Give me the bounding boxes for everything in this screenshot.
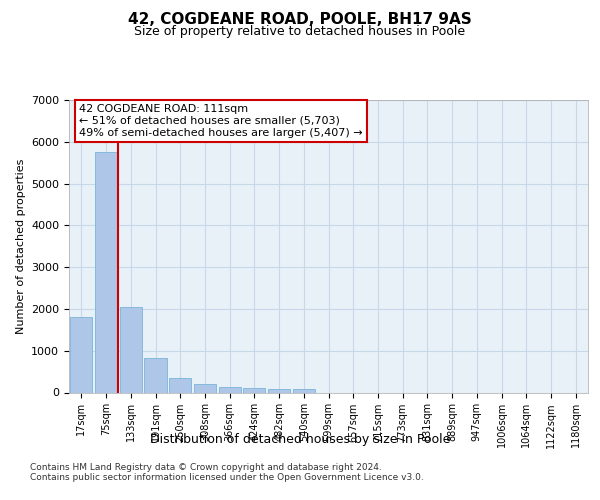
Y-axis label: Number of detached properties: Number of detached properties [16,158,26,334]
Bar [194,384,216,392]
Bar [95,152,117,392]
Bar [169,378,191,392]
Text: Contains public sector information licensed under the Open Government Licence v3: Contains public sector information licen… [30,472,424,482]
Text: 42, COGDEANE ROAD, POOLE, BH17 9AS: 42, COGDEANE ROAD, POOLE, BH17 9AS [128,12,472,28]
Text: Contains HM Land Registry data © Crown copyright and database right 2024.: Contains HM Land Registry data © Crown c… [30,462,382,471]
Bar [70,318,92,392]
Bar [243,388,265,392]
Text: Distribution of detached houses by size in Poole: Distribution of detached houses by size … [150,432,450,446]
Bar [145,358,167,392]
Bar [268,388,290,392]
Text: 42 COGDEANE ROAD: 111sqm
← 51% of detached houses are smaller (5,703)
49% of sem: 42 COGDEANE ROAD: 111sqm ← 51% of detach… [79,104,363,138]
Text: Size of property relative to detached houses in Poole: Size of property relative to detached ho… [134,25,466,38]
Bar [218,387,241,392]
Bar [293,390,315,392]
Bar [119,307,142,392]
